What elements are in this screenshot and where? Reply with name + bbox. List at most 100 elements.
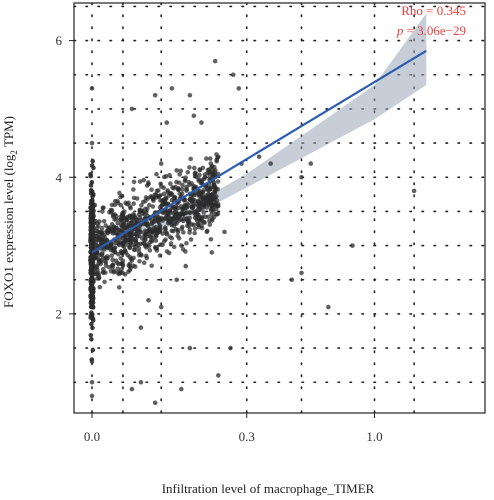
data-point (120, 262, 126, 267)
data-point (179, 210, 184, 216)
data-point (99, 241, 104, 246)
data-point (183, 263, 188, 269)
data-point (213, 211, 219, 217)
data-point (142, 232, 148, 238)
data-point (118, 217, 123, 222)
data-point (193, 170, 198, 176)
data-point (138, 325, 144, 330)
data-point (127, 263, 132, 269)
data-point (172, 205, 178, 210)
y-axis-ticks: 2 4 6 (56, 33, 74, 321)
data-point (187, 92, 193, 98)
data-point (230, 72, 236, 78)
data-point (196, 199, 201, 205)
data-point (199, 120, 204, 125)
data-point (191, 192, 197, 198)
data-point (184, 188, 189, 193)
data-point (89, 163, 95, 168)
data-point (212, 58, 218, 64)
data-point (112, 227, 117, 233)
data-point (187, 165, 192, 170)
data-point (138, 217, 143, 223)
data-point (204, 156, 209, 161)
data-point (236, 86, 242, 91)
data-point (129, 106, 135, 112)
data-point (214, 159, 220, 164)
data-point (178, 168, 184, 174)
data-point (146, 181, 151, 187)
data-point (203, 214, 208, 219)
data-point (308, 161, 314, 166)
data-point (146, 202, 152, 208)
data-point (206, 167, 212, 172)
data-point (191, 209, 196, 214)
data-point (149, 263, 154, 269)
data-point (89, 86, 95, 91)
data-point (208, 156, 213, 161)
data-point (94, 271, 99, 277)
data-point (90, 207, 96, 213)
data-point (151, 219, 157, 225)
data-point (184, 184, 189, 190)
data-point (192, 184, 198, 190)
data-point (103, 263, 109, 268)
data-point (210, 172, 215, 178)
data-point (89, 393, 95, 399)
data-point (197, 206, 203, 212)
data-point (141, 260, 147, 266)
data-point (206, 188, 211, 193)
data-point (97, 284, 103, 290)
data-point (181, 198, 187, 203)
data-point (152, 400, 158, 406)
data-point (209, 192, 215, 198)
data-point (169, 228, 174, 234)
data-point (90, 289, 95, 294)
data-point (142, 237, 148, 243)
data-point (182, 203, 187, 208)
x-axis-ticks: 0.0 0.3 1.0 (84, 413, 383, 444)
data-point (187, 345, 193, 351)
data-point (167, 234, 173, 239)
data-point (93, 218, 98, 224)
data-point (209, 250, 215, 255)
data-point (101, 218, 107, 224)
data-point (100, 209, 105, 214)
data-point (136, 226, 142, 232)
data-point (126, 269, 131, 275)
data-point (197, 172, 202, 178)
data-point (165, 212, 170, 217)
data-point (119, 267, 124, 272)
p-value-annotation: p = 3.06e−29 (396, 23, 466, 38)
data-point (123, 200, 128, 206)
data-point (192, 230, 197, 236)
data-point (90, 270, 95, 275)
data-point (105, 254, 110, 259)
data-point (116, 242, 122, 248)
data-point (200, 194, 205, 199)
data-point (185, 223, 190, 229)
data-point (97, 234, 103, 240)
data-point (173, 226, 179, 232)
data-point (119, 224, 125, 230)
data-point (89, 241, 95, 247)
data-point (158, 304, 164, 310)
data-point (90, 347, 96, 353)
data-point (103, 223, 109, 228)
data-point (180, 182, 185, 188)
data-point (119, 250, 124, 255)
data-point (93, 241, 99, 246)
data-point (147, 248, 153, 253)
data-point (197, 215, 203, 220)
data-point (132, 247, 138, 253)
data-point (132, 264, 138, 269)
data-point (208, 236, 214, 242)
data-point (157, 224, 163, 230)
y-axis-title: FOXO1 expression level (log2 TPM) (1, 116, 19, 308)
data-point (90, 305, 96, 310)
data-point (96, 275, 102, 281)
data-point (159, 184, 164, 189)
data-point (208, 208, 214, 214)
data-point (411, 188, 417, 194)
data-point (350, 243, 355, 248)
data-point (167, 172, 172, 178)
